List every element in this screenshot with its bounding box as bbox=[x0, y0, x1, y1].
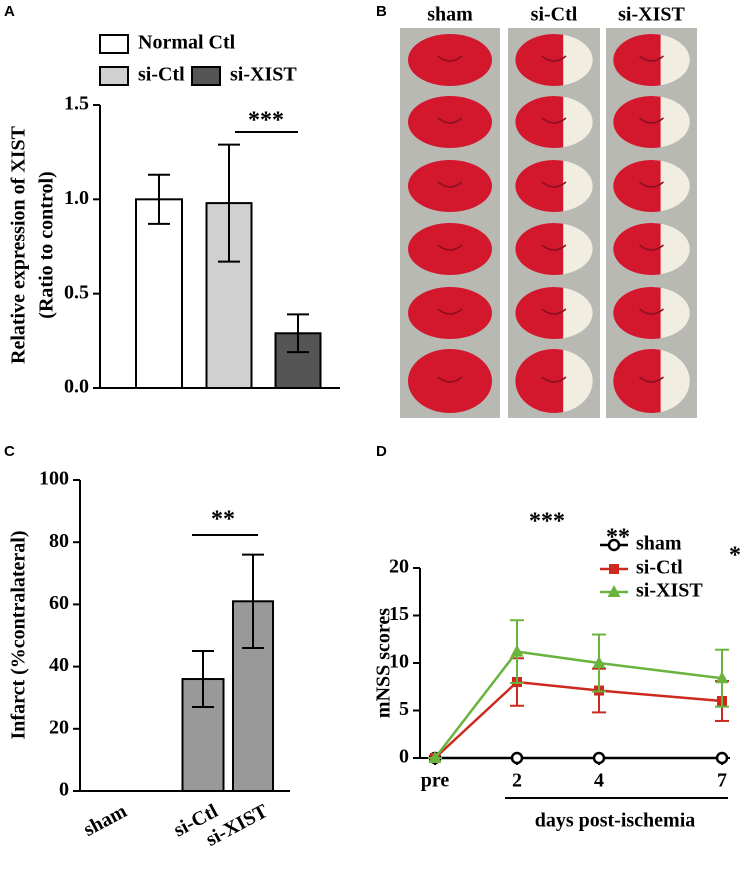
brain-slice bbox=[515, 287, 564, 339]
y-tick-label: 1.5 bbox=[64, 93, 89, 115]
brain-slice bbox=[613, 160, 661, 212]
y-axis-label: Infarct (%contralateral) bbox=[8, 530, 30, 739]
marker bbox=[592, 656, 606, 668]
brain-slice bbox=[408, 34, 492, 86]
y-tick-label: 1.0 bbox=[64, 187, 89, 209]
brain-slice bbox=[613, 223, 661, 275]
y-tick-label: 40 bbox=[49, 654, 69, 676]
brain-slice bbox=[408, 223, 492, 275]
annotation: *** bbox=[248, 108, 284, 134]
panel-letter: C bbox=[4, 443, 15, 460]
series-line bbox=[434, 680, 723, 759]
annotation: *** bbox=[529, 509, 565, 535]
annotation: * bbox=[729, 543, 741, 569]
column-label: si-XIST bbox=[618, 4, 685, 26]
legend-label: si-XIST bbox=[230, 64, 297, 86]
brain-slice bbox=[408, 96, 492, 148]
y-tick-label: 60 bbox=[49, 592, 69, 614]
legend-swatch bbox=[99, 66, 129, 86]
marker bbox=[715, 671, 729, 684]
y-tick-label: 100 bbox=[39, 468, 69, 490]
y-tick-label: 0.5 bbox=[64, 281, 89, 303]
legend-label: Normal Ctl bbox=[138, 32, 236, 54]
legend-label: sham bbox=[636, 533, 682, 555]
brain-slice bbox=[408, 287, 492, 339]
legend-marker bbox=[607, 585, 621, 597]
marker bbox=[510, 751, 524, 765]
legend-marker bbox=[607, 538, 621, 552]
legend-label: si-Ctl bbox=[138, 64, 185, 86]
bar bbox=[135, 198, 183, 389]
legend-label: si-Ctl bbox=[636, 557, 683, 579]
y-tick-label: 15 bbox=[389, 603, 409, 625]
marker bbox=[510, 644, 524, 657]
legend-label: si-XIST bbox=[636, 580, 703, 602]
y-tick-label: 80 bbox=[49, 530, 69, 552]
y-axis-label: mNSS scores bbox=[373, 608, 395, 718]
slice-detail bbox=[541, 117, 567, 124]
slice-detail bbox=[639, 244, 664, 251]
brain-slice bbox=[408, 349, 492, 413]
slice-detail bbox=[541, 181, 567, 188]
slice-detail bbox=[639, 181, 664, 188]
brain-slice bbox=[515, 349, 564, 413]
slice-detail bbox=[541, 244, 567, 251]
y-tick-label: 0 bbox=[59, 779, 69, 801]
y-tick-label: 20 bbox=[49, 716, 69, 738]
brain-slice bbox=[613, 287, 661, 339]
brain-slice bbox=[515, 160, 564, 212]
y-axis-label: Relative expression of XIST bbox=[8, 125, 30, 364]
x-tick-label: 7 bbox=[717, 770, 727, 792]
slice-detail bbox=[639, 308, 664, 315]
y-tick-label: 0 bbox=[399, 746, 409, 768]
panel-letter: D bbox=[376, 443, 387, 460]
slice-detail bbox=[639, 117, 664, 124]
marker bbox=[592, 751, 606, 765]
x-tick-label: 4 bbox=[594, 770, 604, 792]
x-tick-label: 2 bbox=[512, 770, 522, 792]
panel-letter: B bbox=[376, 3, 387, 20]
series-line bbox=[434, 650, 723, 759]
slice-detail bbox=[639, 376, 664, 383]
slice-detail bbox=[541, 55, 567, 62]
column-label: sham bbox=[427, 4, 473, 26]
slice-detail bbox=[541, 376, 567, 383]
y-tick-label: 10 bbox=[389, 651, 409, 673]
brain-slice bbox=[515, 34, 564, 86]
x-axis-label: days post-ischemia bbox=[535, 810, 696, 832]
y-tick-label: 0.0 bbox=[64, 376, 89, 398]
slice-detail bbox=[437, 117, 463, 124]
brain-slice bbox=[408, 160, 492, 212]
slice-detail bbox=[437, 244, 463, 251]
y-tick-label: 5 bbox=[399, 698, 409, 720]
y-axis-label: (Ratio to control) bbox=[36, 171, 58, 318]
slice-detail bbox=[437, 181, 463, 188]
slice-detail bbox=[639, 55, 664, 62]
slice-detail bbox=[437, 376, 463, 383]
brain-slice bbox=[613, 349, 661, 413]
y-tick-label: 20 bbox=[389, 556, 409, 578]
brain-slice bbox=[613, 96, 661, 148]
brain-slice bbox=[613, 34, 661, 86]
slice-detail bbox=[541, 308, 567, 315]
legend-swatch bbox=[191, 66, 221, 86]
annotation: ** bbox=[606, 525, 630, 551]
marker bbox=[428, 751, 442, 763]
legend-swatch bbox=[99, 34, 129, 54]
slice-detail bbox=[437, 55, 463, 62]
brain-slice bbox=[515, 223, 564, 275]
legend-marker bbox=[609, 564, 619, 574]
slice-detail bbox=[437, 308, 463, 315]
x-tick-label: pre bbox=[421, 770, 450, 792]
annotation: ** bbox=[211, 507, 235, 533]
marker bbox=[715, 751, 729, 765]
brain-slice bbox=[515, 96, 564, 148]
panel-letter: A bbox=[4, 3, 15, 20]
column-label: si-Ctl bbox=[531, 4, 578, 26]
x-tick-label: sham bbox=[80, 800, 131, 841]
